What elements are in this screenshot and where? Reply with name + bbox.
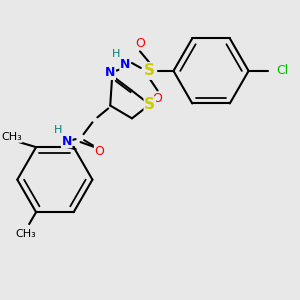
Text: O: O [94, 146, 104, 158]
Text: S: S [144, 63, 155, 78]
Text: H: H [112, 49, 120, 59]
Text: Cl: Cl [276, 64, 289, 77]
Text: S: S [144, 97, 155, 112]
Text: O: O [153, 92, 163, 105]
Text: CH₃: CH₃ [16, 229, 37, 239]
Text: H: H [54, 125, 62, 135]
Text: CH₃: CH₃ [1, 132, 22, 142]
Text: O: O [135, 37, 145, 50]
Text: N: N [105, 66, 116, 80]
Text: N: N [120, 58, 130, 71]
Text: N: N [61, 135, 72, 148]
